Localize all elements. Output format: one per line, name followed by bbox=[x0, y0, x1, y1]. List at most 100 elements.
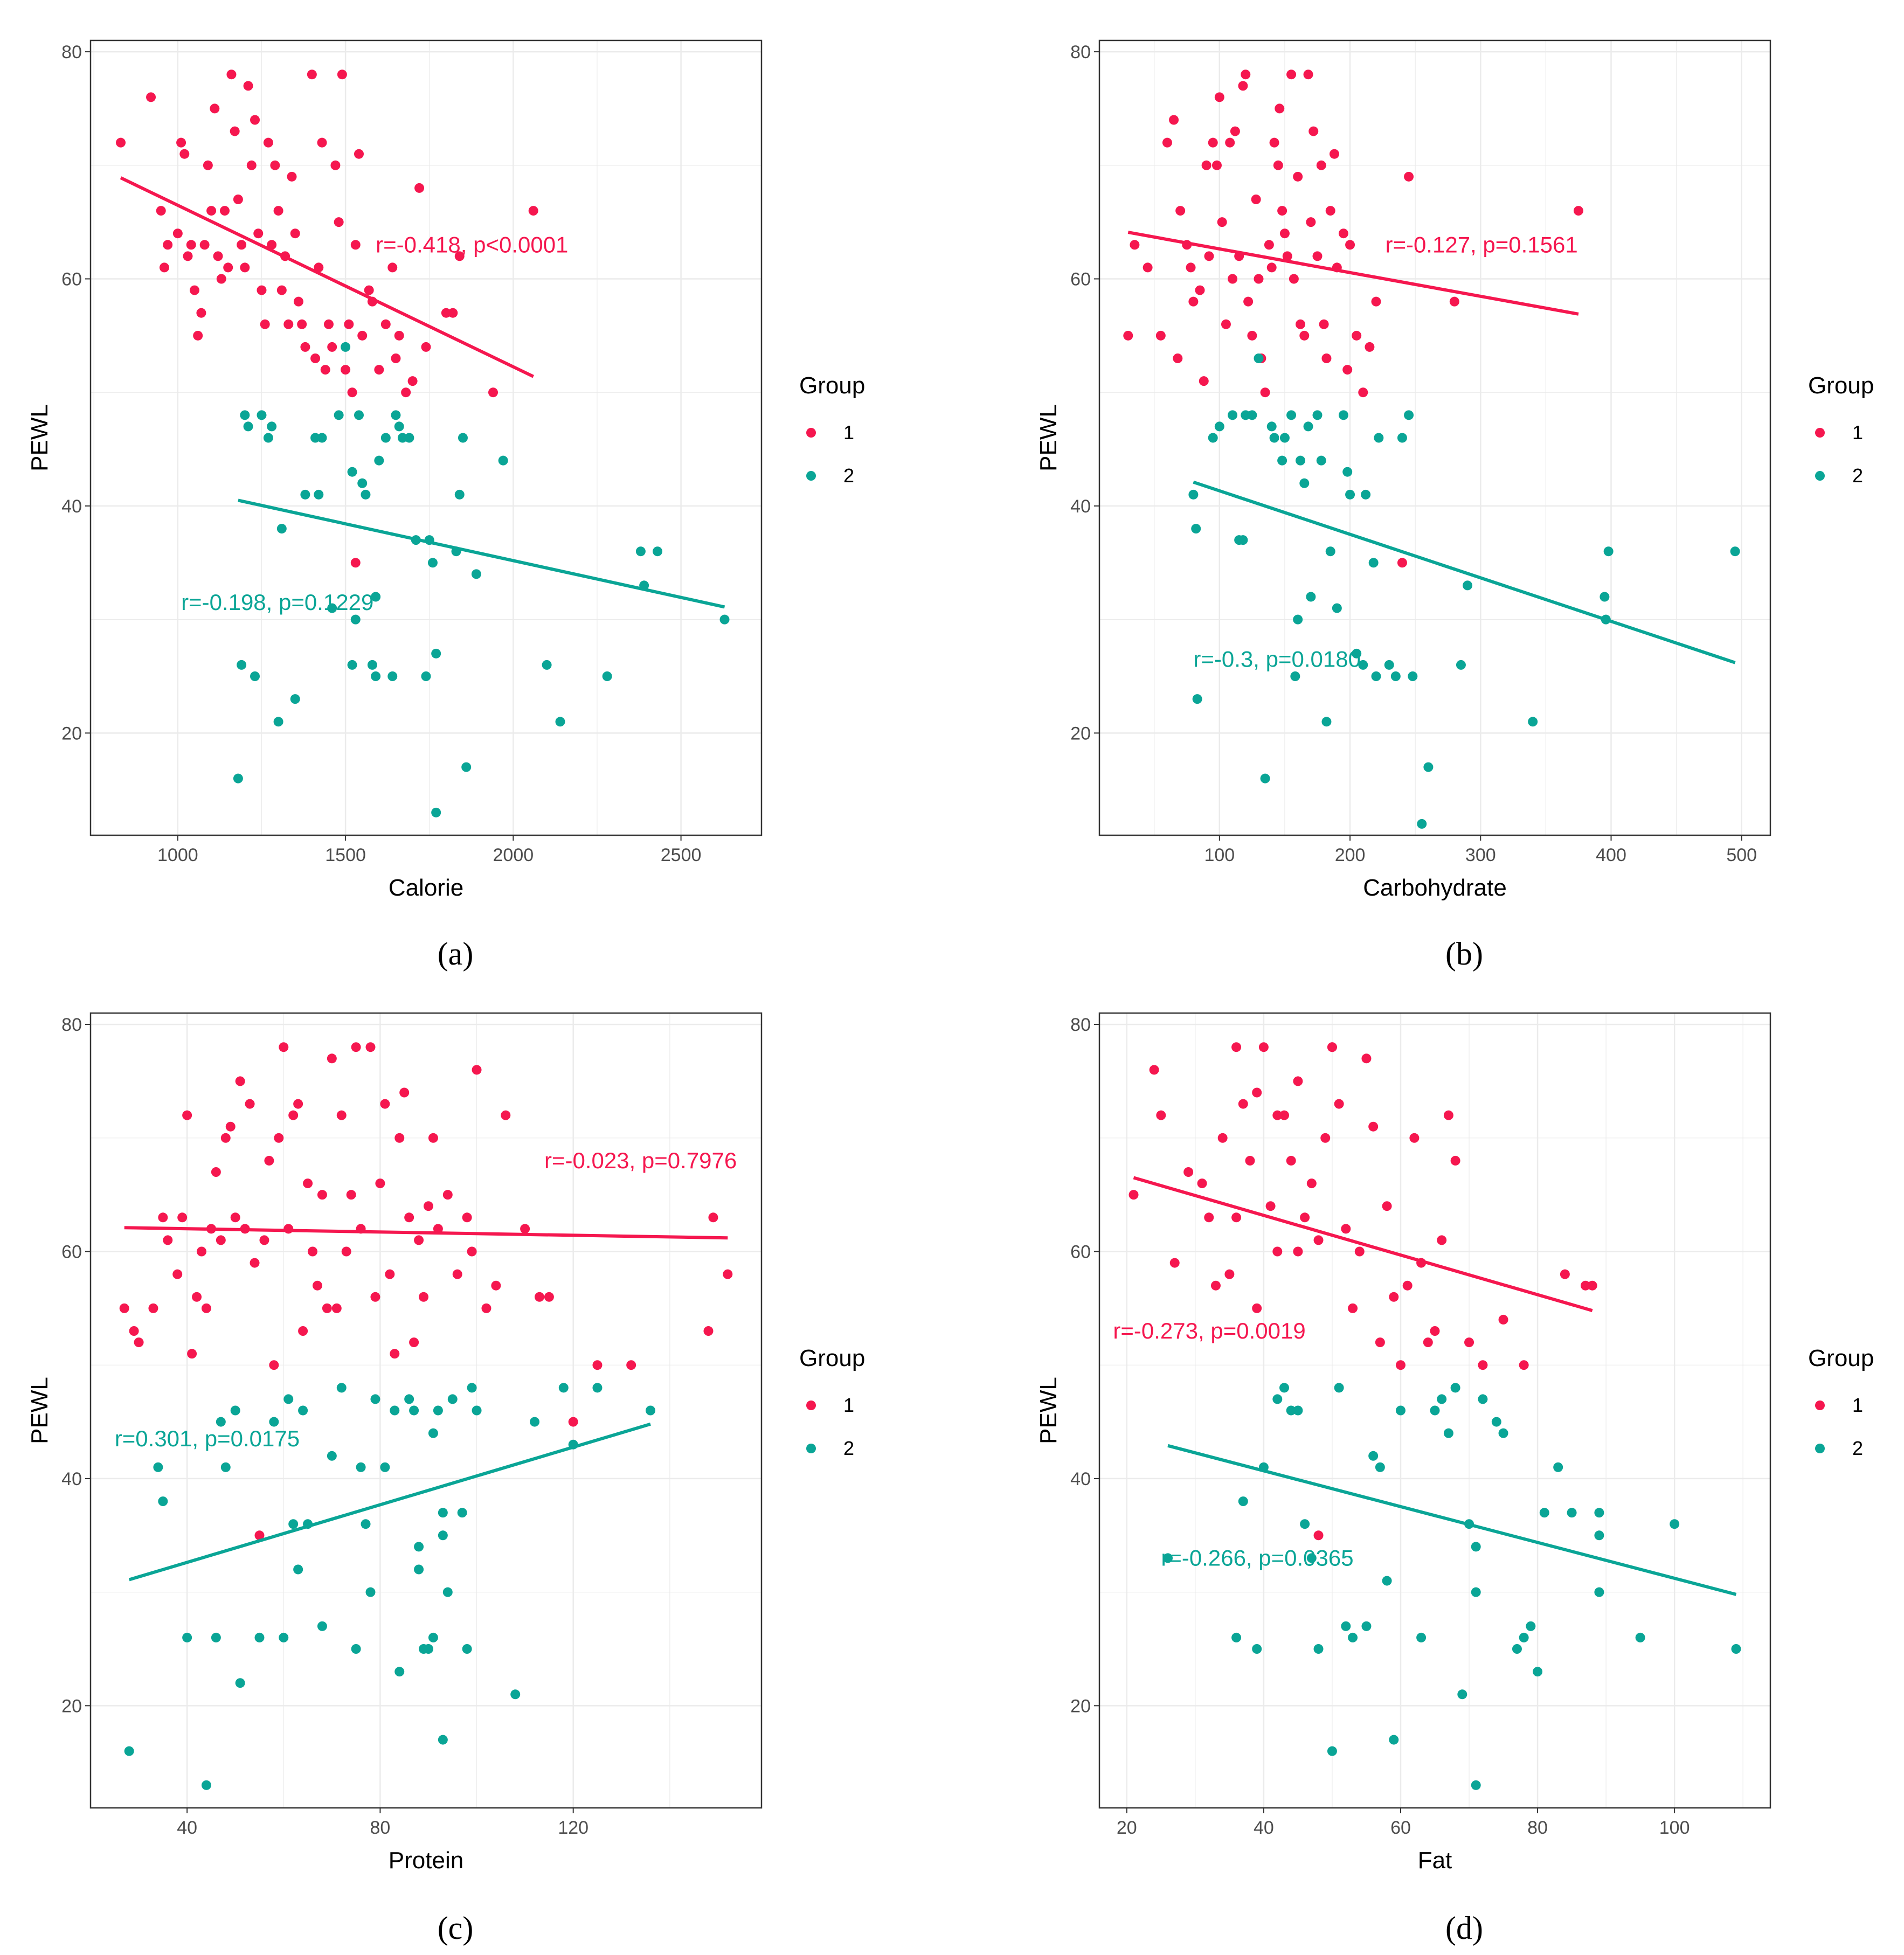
data-point-group-1 bbox=[1201, 160, 1211, 170]
data-point-group-2 bbox=[351, 1644, 361, 1654]
data-point-group-1 bbox=[1265, 1201, 1276, 1211]
data-point-group-2 bbox=[1417, 819, 1427, 829]
data-point-group-1 bbox=[116, 137, 126, 148]
legend: Group 1 2 bbox=[799, 372, 865, 487]
data-point-group-1 bbox=[1395, 1360, 1406, 1370]
legend-label-group-2: 2 bbox=[1852, 465, 1863, 487]
panel-caption: (c) bbox=[438, 1910, 474, 1946]
y-tick-label: 40 bbox=[1070, 1469, 1091, 1489]
data-point-group-1 bbox=[246, 160, 257, 170]
legend-key-group-1 bbox=[1815, 1401, 1825, 1410]
panel-caption: (a) bbox=[438, 936, 474, 972]
data-point-group-1 bbox=[544, 1292, 554, 1302]
data-point-group-2 bbox=[1266, 421, 1277, 432]
data-point-group-2 bbox=[1286, 410, 1297, 420]
data-point-group-2 bbox=[1334, 1383, 1344, 1393]
data-point-group-1 bbox=[414, 183, 425, 193]
data-point-group-2 bbox=[1332, 603, 1342, 613]
data-point-group-2 bbox=[1293, 614, 1303, 625]
y-tick-label: 60 bbox=[61, 1242, 82, 1263]
panel-d: 20 40 60 80 100 20 40 60 80 r=-0.273, p=0.0019 r=-… bbox=[1035, 1012, 1874, 1946]
data-point-group-1 bbox=[1279, 228, 1290, 239]
regression-line-group-1 bbox=[120, 176, 535, 378]
data-point-group-1 bbox=[488, 387, 498, 398]
data-point-group-2 bbox=[341, 342, 351, 352]
data-point-group-1 bbox=[322, 1303, 332, 1313]
data-point-group-2 bbox=[645, 1405, 655, 1416]
data-point-group-1 bbox=[223, 262, 233, 273]
data-point-group-1 bbox=[380, 1099, 390, 1109]
data-point-group-1 bbox=[1169, 1258, 1180, 1268]
plot-panel bbox=[1099, 40, 1770, 835]
data-point-group-2 bbox=[421, 671, 431, 681]
regression-line-group-1 bbox=[1127, 231, 1579, 316]
y-axis-title: PEWL bbox=[26, 1377, 53, 1444]
y-tick-label: 40 bbox=[61, 1469, 82, 1489]
regression-line-group-1 bbox=[124, 1226, 728, 1240]
data-point-group-1 bbox=[327, 1053, 337, 1064]
data-point-group-2 bbox=[653, 546, 663, 557]
data-point-group-1 bbox=[183, 251, 193, 261]
x-tick-label: 300 bbox=[1465, 845, 1496, 865]
data-point-group-2 bbox=[458, 433, 468, 443]
data-point-group-1 bbox=[192, 1292, 202, 1302]
data-point-group-1 bbox=[317, 137, 327, 148]
legend-key-group-2 bbox=[1815, 1444, 1825, 1453]
data-point-group-1 bbox=[534, 1292, 544, 1302]
data-point-group-2 bbox=[1408, 671, 1418, 681]
data-point-group-1 bbox=[1437, 1235, 1447, 1245]
data-point-group-1 bbox=[267, 240, 277, 250]
data-point-group-1 bbox=[1123, 330, 1133, 341]
correlation-annotation-group-1: r=-0.023, p=0.7976 bbox=[544, 1148, 737, 1173]
data-point-group-2 bbox=[1228, 410, 1238, 420]
data-point-group-1 bbox=[290, 228, 300, 239]
data-point-group-2 bbox=[1430, 1405, 1440, 1416]
y-tick-label: 20 bbox=[61, 723, 82, 744]
x-tick-label: 120 bbox=[558, 1818, 588, 1838]
data-point-group-1 bbox=[1345, 240, 1355, 250]
data-point-group-1 bbox=[298, 1326, 308, 1336]
data-point-group-1 bbox=[312, 1280, 322, 1291]
data-point-group-2 bbox=[288, 1519, 299, 1529]
data-point-group-1 bbox=[1186, 262, 1196, 273]
data-point-group-1 bbox=[220, 1133, 231, 1143]
data-point-group-2 bbox=[1188, 489, 1199, 500]
data-point-group-1 bbox=[1338, 228, 1348, 239]
data-point-group-1 bbox=[1260, 387, 1270, 398]
data-point-group-1 bbox=[1300, 1212, 1310, 1223]
data-point-group-1 bbox=[592, 1360, 603, 1370]
x-tick-label: 100 bbox=[1659, 1818, 1690, 1838]
data-point-group-2 bbox=[1456, 660, 1466, 670]
y-axis-title: PEWL bbox=[1035, 1377, 1062, 1444]
data-point-group-2 bbox=[394, 1667, 405, 1677]
data-point-group-1 bbox=[1389, 1292, 1399, 1302]
data-point-group-1 bbox=[220, 206, 230, 216]
data-point-group-1 bbox=[1282, 251, 1292, 261]
data-point-group-2 bbox=[1491, 1417, 1501, 1427]
data-point-group-1 bbox=[626, 1360, 636, 1370]
data-point-group-1 bbox=[1155, 330, 1166, 341]
panel-caption: (b) bbox=[1445, 936, 1483, 972]
data-point-group-1 bbox=[387, 262, 398, 273]
data-point-group-1 bbox=[225, 1121, 236, 1132]
data-point-group-2 bbox=[314, 489, 324, 500]
data-point-group-1 bbox=[350, 558, 361, 568]
data-point-group-1 bbox=[199, 240, 210, 250]
data-point-group-2 bbox=[1361, 489, 1371, 500]
y-tick-label: 40 bbox=[1070, 496, 1091, 517]
data-point-group-1 bbox=[1279, 1110, 1290, 1120]
x-tick-label: 1000 bbox=[157, 845, 198, 865]
data-point-group-2 bbox=[354, 410, 364, 420]
x-tick-label: 40 bbox=[1254, 1818, 1274, 1838]
data-point-group-1 bbox=[177, 1212, 188, 1223]
data-point-group-2 bbox=[361, 489, 371, 500]
regression-line-group-2 bbox=[1193, 480, 1736, 664]
data-point-group-2 bbox=[298, 1405, 308, 1416]
data-point-group-1 bbox=[1354, 1246, 1365, 1257]
data-point-group-2 bbox=[1463, 580, 1473, 591]
legend-label-group-2: 2 bbox=[1852, 1437, 1863, 1459]
regression-line-group-2 bbox=[1167, 1444, 1737, 1596]
data-point-group-2 bbox=[1321, 717, 1332, 727]
data-point-group-1 bbox=[159, 262, 169, 273]
data-point-group-2 bbox=[433, 1405, 443, 1416]
